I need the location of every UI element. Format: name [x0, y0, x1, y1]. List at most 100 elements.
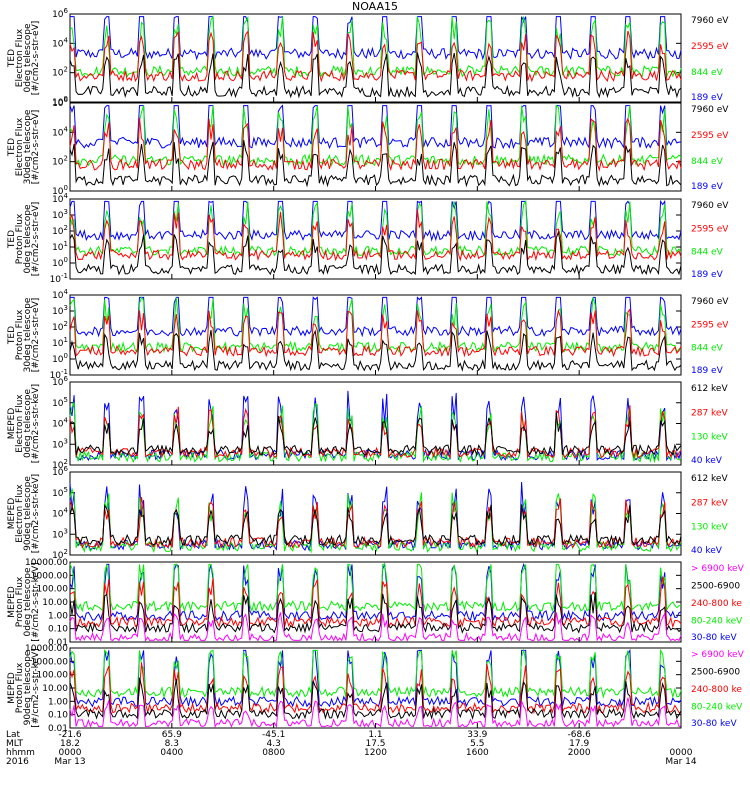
- series-line: [69, 52, 682, 99]
- legend-label: 2500-6900: [691, 582, 740, 592]
- legend-label: 240-800 ke: [691, 599, 742, 609]
- y-tick-label: 106: [52, 7, 68, 20]
- y-axis-label: Proton Flux: [15, 576, 25, 627]
- x-tick-label: 17.5: [365, 739, 385, 749]
- y-tick-label: 10.00: [42, 598, 68, 608]
- y-tick-label: 102: [52, 320, 68, 333]
- series-line: [69, 648, 682, 699]
- y-tick-label: 0.01: [48, 638, 68, 648]
- x-tick-label: 1.1: [368, 730, 382, 740]
- legend-label: 30-80 keV: [691, 633, 737, 643]
- series-line: [69, 329, 682, 372]
- y-axis-label: 0deg telescope: [23, 23, 33, 93]
- series-line: [69, 412, 682, 457]
- y-axis-label: TED: [7, 49, 17, 68]
- y-axis-label: Proton Flux: [15, 662, 25, 713]
- y-axis-label: 30deg telescope: [23, 109, 33, 184]
- series-line: [69, 504, 682, 547]
- legend-label: 80-240 keV: [691, 703, 743, 713]
- legend-label: 130 keV: [691, 523, 728, 533]
- legend-label: > 6900 keV: [691, 650, 745, 660]
- y-tick-label: 0.10: [48, 711, 68, 721]
- legend-label: 7960 eV: [691, 201, 729, 211]
- y-tick-label: 104: [52, 507, 68, 520]
- x-tick-label: -21.6: [58, 730, 82, 740]
- x-tick-label: 0000: [59, 748, 82, 758]
- y-axis-label: Electron Flux: [15, 117, 25, 176]
- legend-label: > 6900 keV: [691, 564, 745, 574]
- y-axis-label: [#/cm2-s-str-keV]: [31, 474, 41, 553]
- y-tick-label: 10.00: [42, 684, 68, 694]
- legend-label: 130 keV: [691, 433, 728, 443]
- x-row-label: hhmm: [6, 748, 35, 758]
- legend-label: 287 keV: [691, 408, 728, 418]
- series-line: [69, 104, 682, 150]
- y-tick-label: 104: [52, 288, 68, 301]
- series-line: [69, 497, 682, 550]
- x-tick-label: 2000: [568, 748, 591, 758]
- y-tick-label: 0.10: [48, 625, 68, 635]
- y-tick-label: 100.00: [37, 671, 69, 681]
- legend-label: 40 keV: [691, 546, 723, 556]
- legend-label: 844 eV: [691, 68, 724, 78]
- y-axis-label: 30deg telescope: [23, 297, 33, 372]
- legend-label: 844 eV: [691, 344, 724, 354]
- y-tick-label: 106: [52, 375, 68, 388]
- y-tick-label: 101: [52, 336, 68, 349]
- y-axis-label: [#/cm2-s-str-eV]: [31, 202, 41, 277]
- series-line: [69, 405, 682, 460]
- series-line: [69, 14, 682, 78]
- series-line: [69, 648, 682, 709]
- y-tick-label: 102: [52, 548, 68, 561]
- y-tick-label: 104: [52, 36, 68, 49]
- y-tick-label: 101: [52, 240, 68, 253]
- series-line: [69, 562, 682, 622]
- y-axis-label: [#/cm2-s-str-keV]: [31, 648, 41, 727]
- y-tick-label: 10-1: [50, 272, 68, 285]
- x-tick-label: 18.2: [60, 739, 80, 749]
- y-tick-label: 102: [52, 66, 68, 79]
- y-tick-label: 1000.00: [31, 571, 68, 581]
- legend-label: 2595 eV: [691, 131, 729, 141]
- y-tick-label: 1.00: [48, 611, 68, 621]
- series-line: [69, 563, 682, 613]
- y-tick-label: 100: [52, 352, 68, 365]
- y-tick-label: 100: [52, 184, 68, 197]
- y-tick-label: 100.00: [37, 585, 69, 595]
- legend-label: 189 eV: [691, 182, 724, 192]
- x-tick-label: Mar 14: [665, 757, 697, 767]
- legend-label: 7960 eV: [691, 105, 729, 115]
- x-tick-label: 65.9: [162, 730, 182, 740]
- x-tick-label: 33.9: [467, 730, 487, 740]
- x-row-label: 2016: [6, 757, 29, 767]
- y-axis-label: 0deg telescope: [23, 567, 33, 637]
- y-tick-label: 104: [52, 192, 68, 205]
- series-line: [69, 230, 682, 276]
- series-line: [69, 209, 682, 262]
- y-tick-label: 103: [52, 527, 68, 540]
- x-tick-label: 1600: [466, 748, 489, 758]
- y-axis-label: MEPED: [7, 672, 17, 704]
- legend-label: 844 eV: [691, 157, 724, 167]
- y-axis-label: MEPED: [7, 408, 17, 440]
- y-axis-label: 0deg telescope: [23, 204, 33, 274]
- legend-label: 2500-6900: [691, 668, 740, 678]
- y-axis-label: MEPED: [7, 498, 17, 530]
- y-tick-label: 106: [52, 96, 68, 109]
- y-axis-label: Proton Flux: [15, 309, 25, 360]
- y-axis-label: TED: [7, 326, 17, 345]
- x-row-label: MLT: [6, 739, 24, 749]
- x-tick-label: 5.5: [470, 739, 484, 749]
- x-tick-label: 0400: [160, 748, 183, 758]
- legend-label: 2595 eV: [691, 224, 729, 234]
- legend-label: 30-80 keV: [691, 719, 737, 729]
- y-tick-label: 105: [52, 396, 68, 409]
- legend-label: 7960 eV: [691, 297, 729, 307]
- y-axis-label: [#/cm2-s-str-keV]: [31, 562, 41, 641]
- y-tick-label: 104: [52, 125, 68, 138]
- y-axis-label: Electron Flux: [15, 394, 25, 453]
- chart-title: NOAA15: [351, 0, 399, 13]
- y-tick-label: 103: [52, 304, 68, 317]
- x-tick-label: -68.6: [568, 730, 592, 740]
